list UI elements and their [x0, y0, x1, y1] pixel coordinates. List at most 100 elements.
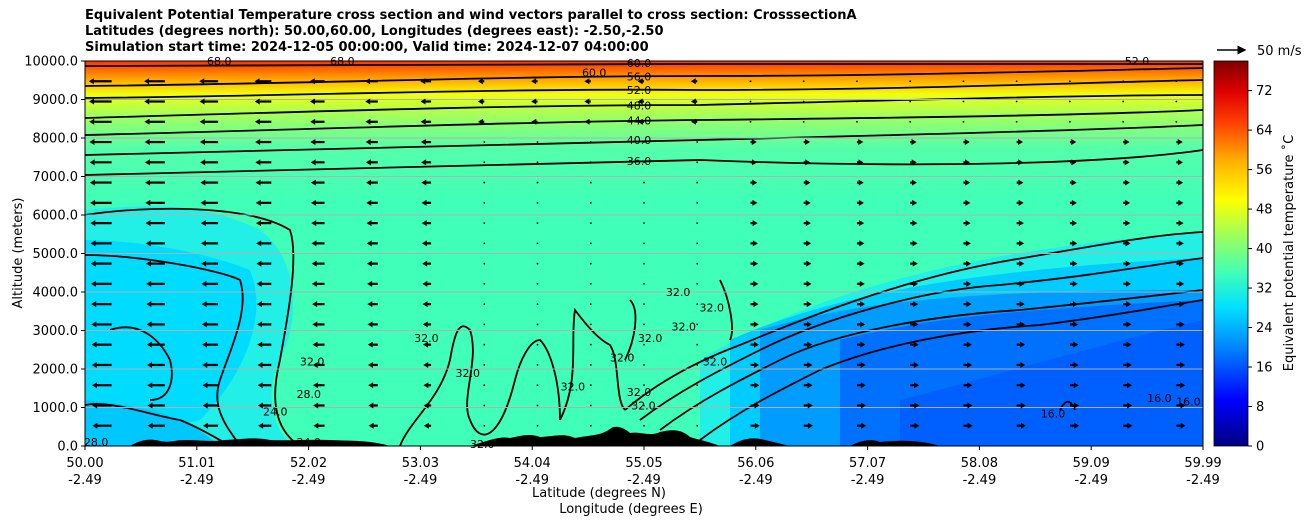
wind-vector-head — [1020, 402, 1026, 409]
wind-vector-point — [536, 343, 539, 346]
contour-label: 16.0 — [1176, 396, 1201, 409]
wind-vector-head — [1019, 280, 1025, 287]
colorbar-tick-label: 8 — [1256, 400, 1264, 415]
wind-vector-point — [696, 384, 699, 387]
contour-label: 16.0 — [1147, 392, 1172, 405]
wind-vector-head — [911, 179, 917, 186]
wind-vector-head — [421, 179, 427, 186]
wind-vector-head — [144, 139, 150, 146]
wind-vector-head — [256, 280, 262, 287]
contour-label: 60.0 — [627, 57, 652, 70]
wind-vector-head — [366, 240, 372, 247]
wind-vector-head — [313, 402, 319, 409]
wind-vector-head — [1020, 361, 1026, 368]
wind-vector-point — [1122, 80, 1125, 83]
wind-vector-head — [1020, 341, 1026, 348]
wind-vector-point — [696, 201, 699, 204]
contour-line — [85, 124, 1203, 156]
wind-vector-head — [966, 321, 972, 328]
wind-vector-head — [966, 341, 972, 348]
wind-vector-head — [531, 78, 537, 85]
x-tick-label-lat: 53.03 — [402, 456, 439, 471]
wind-vector-head — [257, 382, 263, 389]
wind-vector-head — [1179, 341, 1185, 348]
wind-vector-head — [1178, 220, 1184, 227]
wind-vector-point — [1069, 80, 1071, 83]
colorbar: 0 8 16 24 32 40 48 56 64 72 Equivalent potential … — [1213, 60, 1297, 455]
wind-vector-head — [313, 422, 319, 429]
x-tick-label-lon: -2.49 — [68, 473, 102, 488]
wind-vector-head — [200, 240, 206, 247]
wind-vector-head — [913, 280, 919, 287]
contour-label: 32.0 — [631, 400, 656, 413]
wind-vector-head — [1125, 260, 1131, 267]
wind-vector-head — [255, 199, 261, 206]
wind-vector-head — [423, 402, 429, 409]
wind-vector-head — [1126, 341, 1132, 348]
wind-vector-head — [199, 98, 205, 105]
contour-line — [85, 67, 1203, 87]
contour-label: 32.0 — [610, 351, 635, 364]
wind-vector-point — [589, 303, 592, 306]
wind-vector-head — [145, 240, 151, 247]
contour-label: 32.0 — [703, 355, 728, 368]
wind-vector-point — [749, 120, 752, 123]
wind-vector-head — [1177, 139, 1183, 146]
wind-vector-head — [311, 280, 317, 287]
wind-vector-point — [696, 343, 699, 346]
wind-vector-head — [1073, 341, 1079, 348]
wind-vector-head — [805, 179, 811, 186]
wind-vector-head — [90, 240, 96, 247]
wind-vector-head — [367, 301, 373, 308]
wind-vector-head — [1124, 139, 1130, 146]
colorbar-tick-label: 24 — [1256, 321, 1273, 336]
wind-vector-head — [368, 402, 374, 409]
wind-vector-head — [967, 382, 973, 389]
wind-vector-point — [483, 303, 486, 306]
wind-vector-point — [1015, 100, 1018, 103]
wind-vector-head — [1125, 280, 1131, 287]
wind-vector-head — [753, 301, 759, 308]
wind-vector-head — [1072, 280, 1078, 287]
wind-vector-point — [589, 343, 592, 346]
wind-vector-point — [536, 323, 539, 326]
wind-vector-head — [147, 382, 153, 389]
y-tick-label: 2000.0 — [33, 363, 79, 378]
colorbar-tick-label: 48 — [1256, 203, 1273, 218]
wind-vector-head — [1073, 382, 1079, 389]
wind-vector-head — [145, 220, 151, 227]
wind-vector-point — [962, 120, 965, 123]
wind-vector-head — [89, 159, 95, 166]
wind-vector-head — [311, 240, 317, 247]
wind-vector-point — [643, 424, 645, 427]
wind-vector-head — [200, 179, 206, 186]
wind-vector-head — [1019, 260, 1025, 267]
wind-vector-point — [483, 201, 486, 204]
wind-vector-head — [1019, 301, 1025, 308]
contour-label: 32.0 — [627, 386, 652, 399]
wind-vector-head — [913, 341, 919, 348]
wind-vector-head — [201, 260, 207, 267]
wind-vector-head — [1071, 179, 1077, 186]
wind-vector-head — [1019, 240, 1025, 247]
contour-line — [85, 254, 244, 446]
wind-vector-head — [199, 139, 205, 146]
contour-label: 28.0 — [297, 388, 322, 401]
wind-vector-head — [584, 118, 590, 125]
colorbar-tick-label: 40 — [1256, 242, 1273, 257]
wind-vector-head — [861, 402, 867, 409]
wind-vector-head — [147, 361, 153, 368]
wind-vector-head — [256, 240, 262, 247]
y-tick-label: 5000.0 — [33, 247, 79, 262]
contour-line — [109, 326, 173, 401]
quiver-key: 50 m/s — [1217, 44, 1302, 59]
wind-vector-head — [256, 220, 262, 227]
chart-title: Equivalent Potential Temperature cross s… — [85, 8, 857, 56]
x-tick-label-lat: 54.04 — [514, 456, 551, 471]
wind-vector-head — [690, 98, 696, 105]
x-tick-label-lon: -2.49 — [515, 473, 549, 488]
contour-label: 16.0 — [1041, 407, 1066, 420]
x-tick-label-lat: 59.99 — [1184, 456, 1221, 471]
wind-vector-head — [89, 118, 95, 125]
wind-vector-head — [422, 301, 428, 308]
